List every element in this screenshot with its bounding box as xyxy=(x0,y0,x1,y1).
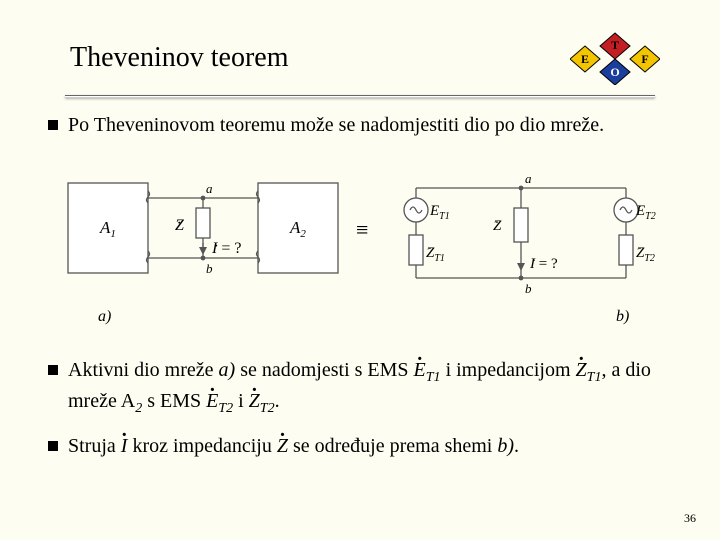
bullet-3: Struja I kroz impedanciju Z se određuje … xyxy=(48,433,672,460)
svg-text:b: b xyxy=(206,261,213,276)
diagram-b: · ET1 · ET2 · ZT1 · ZT2 · Z · I = ? a b … xyxy=(376,153,666,333)
bullet-3-text: Struja I kroz impedanciju Z se određuje … xyxy=(68,433,519,460)
content: Po Theveninovom teoremu može se nadomjes… xyxy=(0,112,720,460)
bullet-marker xyxy=(48,365,58,375)
svg-text:b: b xyxy=(525,281,532,296)
logo-left: E xyxy=(581,52,589,66)
bullet-1-text: Po Theveninovom teoremu može se nadomjes… xyxy=(68,112,604,139)
logo-top: T xyxy=(611,38,619,52)
bullet-1: Po Theveninovom teoremu može se nadomjes… xyxy=(48,112,672,139)
diagram-row: A1 A2 · Z · I = ? a b a) ≡ xyxy=(58,153,672,333)
logo: T E F O xyxy=(570,30,660,85)
equiv-symbol: ≡ xyxy=(356,217,368,243)
header: Theveninov teorem T E F O xyxy=(0,0,720,95)
diagram-a: A1 A2 · Z · I = ? a b a) xyxy=(58,153,348,333)
svg-text:a: a xyxy=(525,171,532,186)
page-number: 36 xyxy=(684,511,696,526)
bullet-2: Aktivni dio mreže a) se nadomjesti s EMS… xyxy=(48,357,672,419)
svg-text:ZT2: ZT2 xyxy=(636,245,655,264)
svg-text:a): a) xyxy=(98,308,111,325)
svg-text:Z: Z xyxy=(493,218,502,234)
logo-bottom: O xyxy=(610,65,619,79)
logo-right: F xyxy=(641,52,648,66)
svg-text:Z: Z xyxy=(175,217,185,234)
svg-text:I = ?: I = ? xyxy=(529,256,558,272)
page-title: Theveninov teorem xyxy=(70,42,288,74)
bullet-marker xyxy=(48,441,58,451)
svg-text:a: a xyxy=(206,181,213,196)
svg-text:ET1: ET1 xyxy=(429,203,450,222)
svg-text:ET2: ET2 xyxy=(635,203,656,222)
svg-text:b): b) xyxy=(616,308,629,325)
divider xyxy=(65,95,655,98)
svg-text:I = ?: I = ? xyxy=(211,240,241,257)
bullet-2-text: Aktivni dio mreže a) se nadomjesti s EMS… xyxy=(68,357,672,419)
svg-text:ZT1: ZT1 xyxy=(426,245,445,264)
bullet-marker xyxy=(48,120,58,130)
